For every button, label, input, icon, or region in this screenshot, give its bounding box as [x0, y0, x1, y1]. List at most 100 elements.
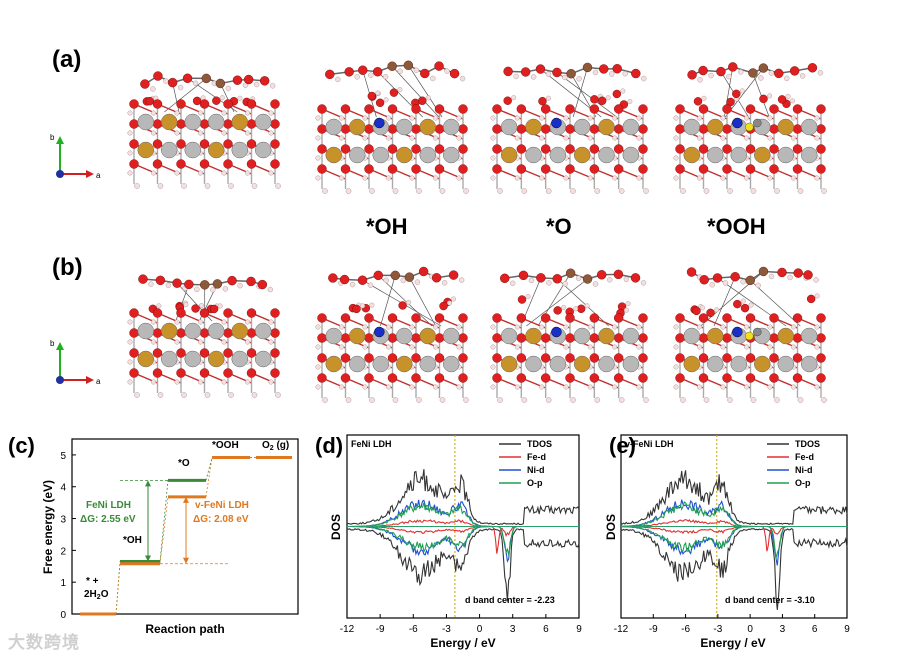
atom — [315, 175, 321, 181]
dg-arrowhead — [183, 557, 189, 564]
atom — [152, 119, 163, 129]
atom — [680, 188, 686, 194]
ni-atom — [443, 118, 460, 136]
ni-atom — [777, 355, 794, 373]
atom — [622, 71, 628, 77]
atom — [463, 397, 469, 403]
atom — [243, 74, 254, 85]
atom — [774, 68, 784, 79]
atom — [758, 63, 769, 73]
atom — [387, 61, 397, 71]
fe-atom — [349, 118, 366, 136]
atom — [565, 373, 575, 383]
atom — [530, 74, 537, 80]
atom — [199, 368, 210, 378]
state-label-initial-1: * + — [86, 576, 99, 587]
atom — [561, 304, 567, 310]
atom — [589, 124, 600, 134]
atom — [492, 144, 502, 154]
atom — [722, 313, 732, 323]
atom — [792, 124, 803, 134]
atom — [790, 175, 796, 181]
atom — [221, 379, 227, 385]
atom — [516, 104, 527, 114]
atom — [673, 115, 679, 121]
atom — [793, 268, 803, 278]
atom — [722, 164, 732, 174]
x-tick-label: 9 — [844, 624, 850, 635]
atom — [563, 135, 569, 141]
ni-atom — [730, 146, 747, 164]
atom — [270, 139, 280, 149]
atom — [458, 104, 468, 114]
atom — [191, 304, 200, 313]
atom — [340, 333, 351, 343]
atom — [750, 188, 757, 194]
fe-atom — [683, 146, 700, 164]
atom — [409, 344, 415, 350]
atom — [197, 319, 203, 325]
adsorbate-atom — [745, 122, 754, 132]
atom — [223, 99, 233, 109]
atom — [244, 319, 250, 325]
ni-atom — [349, 146, 366, 164]
atom — [432, 384, 438, 390]
atom — [565, 164, 575, 174]
y-tick-label: 1 — [60, 578, 66, 589]
atom — [589, 313, 600, 323]
atom — [535, 64, 546, 74]
atom — [134, 183, 140, 189]
atom — [400, 277, 406, 284]
atom — [720, 135, 726, 141]
connector — [205, 457, 213, 497]
ni-atom — [801, 355, 818, 373]
atom — [612, 115, 618, 121]
adsorbate-atom — [732, 117, 743, 129]
dos-chart-feni: (d) DOS Energy / eV FeNi LDH -12 -9 -6 -3 0 3… — [315, 433, 582, 650]
atom — [609, 71, 615, 77]
atom — [270, 328, 280, 338]
atom — [204, 392, 211, 398]
fe-atom — [137, 350, 154, 368]
fe-atom — [777, 118, 794, 136]
atom — [714, 307, 720, 313]
atom — [540, 144, 551, 154]
atom — [720, 115, 726, 121]
atom — [335, 76, 341, 83]
atom — [275, 392, 281, 398]
atom — [244, 130, 250, 136]
atom — [638, 104, 648, 114]
atom — [516, 313, 527, 323]
atom — [157, 183, 164, 189]
atom — [317, 104, 327, 114]
atom — [463, 188, 469, 194]
atom — [362, 324, 368, 330]
atom — [790, 135, 796, 141]
ni-atom — [500, 327, 518, 345]
atom — [539, 175, 545, 181]
link — [378, 275, 433, 327]
atom — [416, 397, 422, 403]
atom — [576, 76, 582, 82]
fe-atom — [161, 322, 178, 340]
atom — [565, 104, 575, 114]
atom — [339, 115, 345, 121]
tdos-curve — [346, 528, 580, 602]
atom — [612, 384, 618, 390]
atom — [192, 80, 199, 86]
axis-a-label: a — [96, 171, 101, 180]
atom — [199, 139, 210, 149]
atom — [317, 353, 327, 363]
dg-arrowhead — [145, 555, 151, 562]
atom — [172, 278, 182, 288]
atom — [411, 164, 421, 174]
atom — [814, 324, 820, 330]
atom — [223, 348, 233, 358]
atom — [151, 379, 157, 385]
atom — [570, 397, 576, 403]
atom — [212, 96, 221, 105]
atom — [740, 279, 746, 285]
atom — [803, 270, 813, 280]
atom — [697, 115, 703, 121]
tdos-curve — [346, 469, 580, 526]
